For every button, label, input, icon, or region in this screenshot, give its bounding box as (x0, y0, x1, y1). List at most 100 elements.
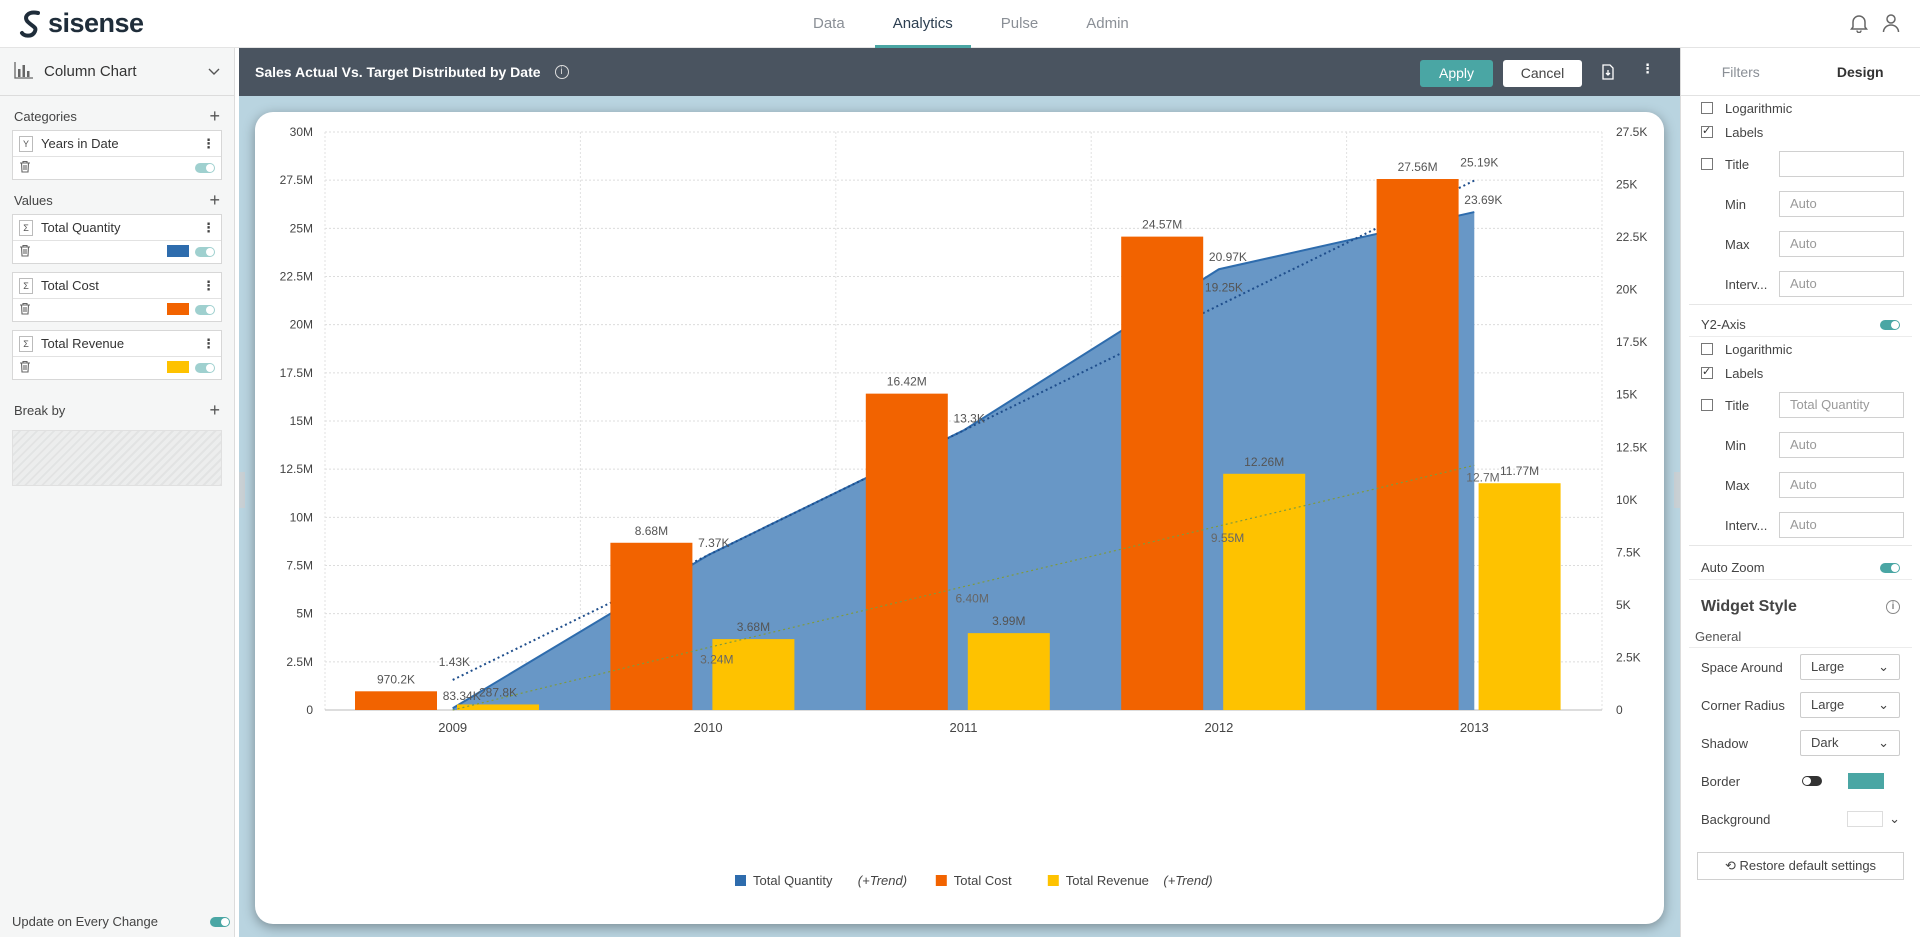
title-input[interactable] (1779, 151, 1904, 177)
x-tick-label: 2011 (950, 720, 978, 735)
color-swatch[interactable] (167, 360, 189, 373)
field-type-tag: Σ (19, 335, 33, 352)
nav-admin[interactable]: Admin (1086, 15, 1129, 32)
trend-label: 12.7M (1466, 470, 1499, 484)
x-tick-label: 2010 (694, 720, 723, 735)
y2-title-label: Title (1725, 397, 1750, 413)
y2-title-checkbox[interactable] (1701, 399, 1713, 411)
values-header: Values + (0, 188, 234, 212)
space-around-value: Large (1811, 659, 1845, 674)
y2-max-label: Max (1725, 477, 1750, 493)
field-toggle[interactable] (195, 304, 215, 315)
chevron-down-icon[interactable]: ⌄ (1889, 811, 1900, 826)
auto-zoom-toggle[interactable] (1880, 562, 1900, 573)
y2-interval-input[interactable]: Auto (1779, 512, 1904, 538)
bell-icon[interactable] (1850, 13, 1868, 36)
legend-trend-label: (+Trend) (1163, 873, 1212, 888)
category-field[interactable]: Y Years in Date ⋮ (12, 130, 222, 180)
more-menu-icon[interactable]: ⋮ (1641, 61, 1654, 76)
field-menu-icon[interactable]: ⋮ (202, 335, 215, 351)
update-toggle[interactable] (210, 916, 230, 927)
bar-total-revenue (967, 633, 1050, 710)
y2-tick-label: 10K (1616, 493, 1637, 507)
title-checkbox[interactable] (1701, 158, 1713, 170)
field-type-tag: Σ (19, 277, 33, 294)
x-tick-label: 2009 (438, 720, 467, 735)
corner-radius-select[interactable]: Large ⌄ (1800, 692, 1900, 718)
apply-button[interactable]: Apply (1420, 60, 1493, 87)
data-label: 3.68M (737, 620, 770, 634)
left-collapse-handle[interactable] (239, 472, 245, 508)
field-toggle[interactable] (195, 163, 215, 173)
y2-min-label: Min (1725, 437, 1746, 453)
value-field-quantity[interactable]: Σ Total Quantity ⋮ (12, 214, 222, 264)
info-icon[interactable]: i (1886, 600, 1900, 614)
y2-axis-header: Y2-Axis (1689, 313, 1912, 337)
add-category-icon[interactable]: + (209, 105, 220, 126)
cancel-button[interactable]: Cancel (1503, 60, 1582, 87)
field-toggle[interactable] (195, 246, 215, 257)
value-field-revenue[interactable]: Σ Total Revenue ⋮ (12, 330, 222, 380)
y-tick-label: 5M (296, 607, 313, 621)
border-toggle[interactable] (1802, 776, 1822, 786)
export-icon[interactable] (1601, 64, 1615, 83)
trend-label: 25.19K (1460, 156, 1498, 170)
breakby-dropzone[interactable] (12, 430, 222, 486)
field-toggle[interactable] (195, 362, 215, 373)
nav-data[interactable]: Data (813, 15, 845, 32)
background-color-swatch[interactable] (1847, 811, 1884, 827)
labels-checkbox[interactable] (1701, 124, 1713, 138)
tab-design[interactable]: Design (1836, 64, 1884, 80)
data-label: 11.77M (1500, 464, 1539, 478)
y2-min-input[interactable]: Auto (1779, 432, 1904, 458)
y-tick-label: 30M (290, 125, 313, 139)
min-input[interactable]: Auto (1779, 191, 1904, 217)
sisense-logo[interactable]: sisense (18, 8, 144, 39)
space-around-select[interactable]: Large ⌄ (1800, 654, 1900, 680)
y2-title-input[interactable]: Total Quantity (1779, 392, 1904, 418)
widget-title[interactable]: Sales Actual Vs. Target Distributed by D… (255, 64, 541, 80)
nav-pulse[interactable]: Pulse (1000, 15, 1039, 32)
delete-icon[interactable] (19, 244, 31, 260)
space-around-label: Space Around (1701, 659, 1783, 675)
logarithmic-checkbox[interactable] (1701, 102, 1713, 114)
y-tick-label: 27.5M (280, 173, 313, 187)
value-field-cost[interactable]: Σ Total Cost ⋮ (12, 272, 222, 322)
user-icon[interactable] (1882, 13, 1900, 36)
delete-icon[interactable] (19, 302, 31, 318)
color-swatch[interactable] (167, 244, 189, 257)
data-label: 23.69K (1464, 193, 1502, 207)
y2-max-input[interactable]: Auto (1779, 472, 1904, 498)
field-menu-icon[interactable]: ⋮ (202, 135, 215, 151)
right-collapse-handle[interactable] (1674, 472, 1680, 508)
shadow-select[interactable]: Dark ⌄ (1800, 730, 1900, 756)
widget-style-header: Widget Style i (1689, 594, 1912, 620)
tab-filters[interactable]: Filters (1721, 64, 1760, 80)
field-name: Total Quantity (41, 220, 121, 235)
y-tick-label: 25M (290, 221, 313, 235)
auto-zoom-label: Auto Zoom (1701, 560, 1765, 575)
chart-type-selector[interactable]: Column Chart (0, 48, 234, 96)
nav-analytics[interactable]: Analytics (874, 0, 971, 48)
color-swatch[interactable] (167, 302, 189, 315)
delete-icon[interactable] (19, 360, 31, 376)
y-tick-label: 7.5M (286, 559, 313, 573)
restore-defaults-button[interactable]: ⟲ Restore default settings (1697, 852, 1904, 880)
interval-input[interactable]: Auto (1779, 271, 1904, 297)
field-menu-icon[interactable]: ⋮ (202, 219, 215, 235)
y2-axis-toggle[interactable] (1880, 319, 1900, 330)
border-color-swatch[interactable] (1848, 773, 1884, 789)
field-menu-icon[interactable]: ⋮ (202, 277, 215, 293)
y2-axis-settings: Logarithmic Labels Title Total Quantity M… (1689, 337, 1912, 546)
info-icon[interactable]: i (554, 65, 569, 79)
delete-icon[interactable] (19, 160, 31, 176)
y2-logarithmic-checkbox[interactable] (1701, 343, 1713, 355)
max-input[interactable]: Auto (1779, 231, 1904, 257)
add-breakby-icon[interactable]: + (209, 399, 220, 420)
y-tick-label: 22.5M (280, 270, 313, 284)
area-total-quantity (452, 212, 1475, 710)
y2-labels-checkbox[interactable] (1701, 365, 1713, 379)
add-value-icon[interactable]: + (209, 189, 220, 210)
y-tick-label: 15M (290, 414, 313, 428)
restore-icon: ⟲ (1724, 858, 1736, 873)
